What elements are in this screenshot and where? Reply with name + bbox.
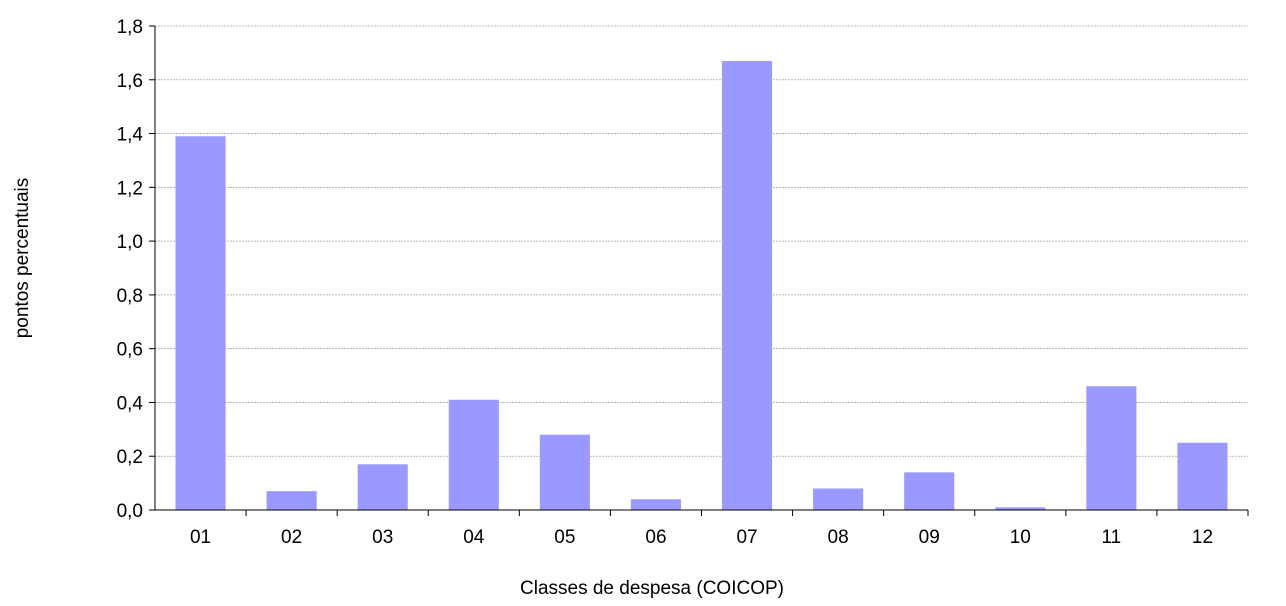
bar-11 [1086,386,1137,510]
y-tick-label: 0,8 [117,286,143,307]
bar-08 [813,488,864,510]
x-tick-label: 07 [736,527,757,548]
y-axis-title: pontos percentuais [12,178,33,339]
x-axis-title: Classes de despesa (COICOP) [520,578,784,599]
x-tick-label: 09 [919,527,940,548]
bar-02 [266,491,317,510]
x-tick-label: 08 [828,527,849,548]
bar-10 [995,507,1046,510]
bar-07 [721,60,773,510]
x-tick-label: 12 [1192,527,1213,548]
y-ticks: 0,0 0,2 0,4 0,6 0,8 1,0 1,2 1,4 1,6 1,8 [117,17,155,522]
bar-12 [1177,442,1228,510]
bar-06 [630,499,682,510]
bars [175,60,1228,510]
y-tick-label: 0,2 [117,447,143,468]
x-tick-label: 02 [281,527,302,548]
bar-09 [904,472,955,510]
x-ticks: 01 02 03 04 05 06 07 08 09 10 11 12 [190,510,1249,548]
x-tick-label: 03 [372,527,393,548]
x-tick-label: 10 [1010,527,1031,548]
bar-04 [448,399,499,510]
y-tick-label: 1,0 [117,232,143,253]
y-tick-label: 1,4 [117,125,144,146]
x-tick-label: 04 [463,527,485,548]
y-tick-label: 0,6 [117,340,143,361]
bar-05 [539,434,590,510]
x-tick-label: 06 [645,527,666,548]
y-tick-label: 1,2 [117,178,143,199]
gridlines [155,25,1248,457]
x-tick-label: 01 [190,527,211,548]
y-tick-label: 1,6 [117,71,143,92]
bar-01 [175,136,226,510]
x-tick-label: 05 [554,527,575,548]
bar-03 [357,464,408,510]
y-tick-label: 0,4 [117,393,144,414]
y-tick-label: 1,8 [117,17,143,38]
y-tick-label: 0,0 [117,501,143,522]
x-tick-label: 11 [1102,527,1122,548]
